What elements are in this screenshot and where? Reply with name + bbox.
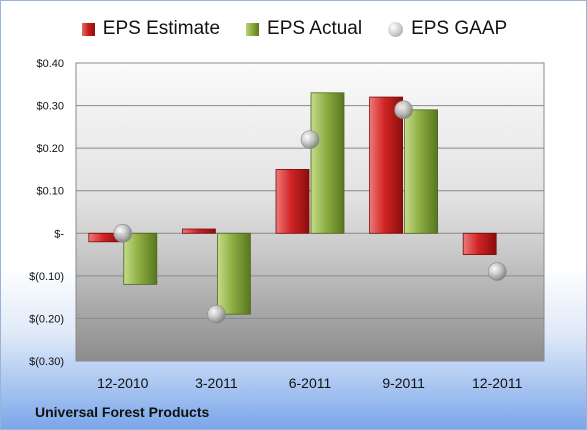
x-tick-label: 3-2011 (195, 375, 238, 391)
y-tick-label: $0.10 (36, 186, 64, 198)
actual-bar (123, 232, 158, 285)
y-tick-label: $(0.10) (29, 271, 64, 283)
x-tick-label: 12-2011 (472, 375, 523, 391)
x-axis-ticks: 12-2010 3-2011 6-2011 9-2011 12-2011 (97, 375, 522, 391)
y-tick-label: $(0.20) (29, 313, 64, 325)
x-tick-label: 12-2010 (97, 375, 149, 391)
legend-item-estimate: EPS Estimate (81, 18, 221, 40)
gaap-point (207, 304, 226, 324)
y-tick-label: $- (54, 228, 64, 240)
y-axis-ticks: $0.40 $0.30 $0.20 $0.10 $- $(0.10) $(0.20) $(0.… (29, 58, 64, 368)
gaap-points (113, 100, 507, 324)
plot-area (75, 62, 545, 362)
y-tick-label: $(0.30) (29, 356, 64, 368)
gaap-point (113, 223, 133, 243)
legend-swatch-actual (246, 22, 260, 36)
legend-label-actual: EPS Actual (267, 18, 363, 39)
gaap-point (300, 130, 320, 149)
y-tick-label: $0.20 (36, 143, 64, 155)
x-tick-label: 6-2011 (289, 375, 332, 391)
gaap-point (487, 262, 507, 281)
actual-bar (310, 92, 345, 234)
legend-item-actual: EPS Actual (246, 18, 362, 40)
estimate-bar (462, 232, 497, 255)
legend-label-estimate: EPS Estimate (102, 18, 221, 39)
legend-swatch-estimate (81, 22, 95, 36)
y-tick-label: $0.30 (36, 101, 64, 113)
gaap-point (394, 100, 413, 120)
legend-swatch-gaap (388, 21, 404, 37)
estimate-bar (369, 96, 404, 234)
y-tick-label: $0.40 (36, 58, 64, 70)
legend-label-gaap: EPS GAAP (411, 18, 508, 39)
actual-bar (216, 232, 251, 315)
bars (88, 92, 497, 315)
legend-item-gaap: EPS GAAP (388, 18, 507, 40)
legend: EPS Estimate EPS Actual EPS GAAP (1, 15, 587, 43)
actual-bar (404, 109, 439, 234)
estimate-bar (275, 169, 310, 234)
estimate-bar (181, 228, 216, 234)
eps-chart: $0.40 $0.30 $0.20 $0.10 $- $(0.10) $(0.20) $(0.… (29, 58, 545, 391)
company-name: Universal Forest Products (35, 404, 210, 420)
x-tick-label: 9-2011 (382, 375, 425, 391)
